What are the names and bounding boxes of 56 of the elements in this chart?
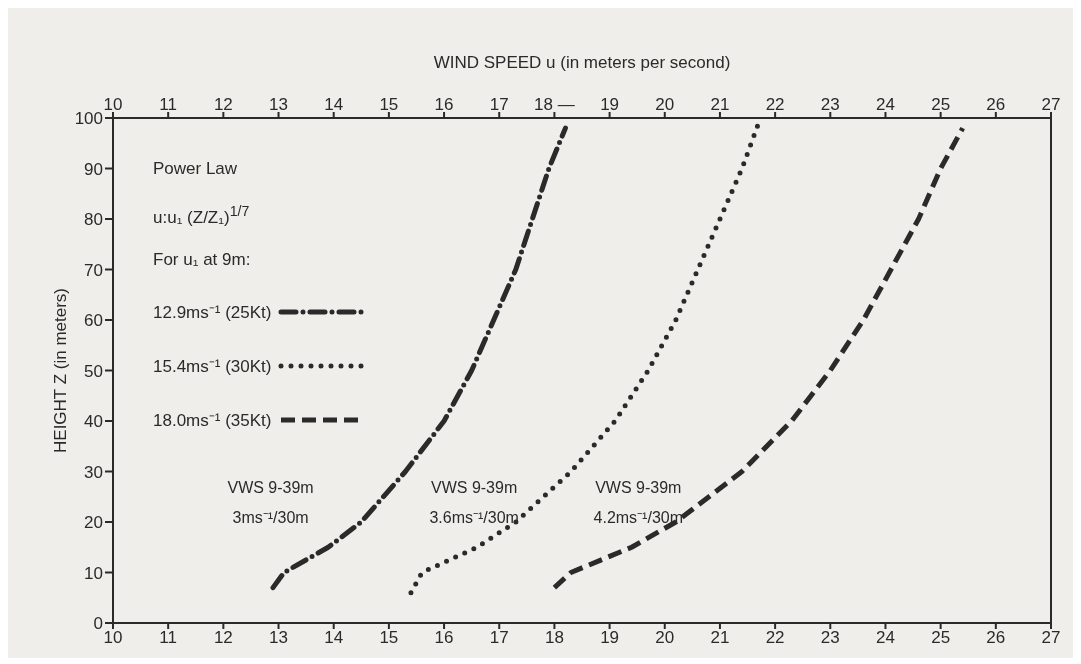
- x2-tick-label: 16: [434, 95, 454, 114]
- x-tick-label: 22: [765, 628, 785, 648]
- y-tick-label: 10: [84, 563, 103, 583]
- y-tick-label: 70: [84, 260, 103, 280]
- x2-tick-label: 21: [710, 95, 730, 114]
- y-tick-label: 60: [84, 311, 103, 331]
- y-tick-label: 100: [74, 109, 103, 129]
- x2-tick-label: 12: [213, 95, 233, 114]
- y-tick-label: 50: [84, 361, 103, 381]
- x-tick-label: 17: [489, 628, 509, 648]
- x-tick-label: 15: [379, 628, 399, 648]
- x-tick-label: 18: [544, 628, 564, 648]
- x-tick-label: 20: [655, 628, 675, 648]
- x-tick-label: 26: [986, 628, 1006, 648]
- y-tick-label: 80: [84, 210, 103, 230]
- annotation: VWS 9-39m 4.2ms⁻¹/30m: [593, 477, 683, 528]
- x2-tick-label: 26: [986, 95, 1006, 114]
- y-tick-label: 30: [84, 462, 103, 482]
- x-tick-label: 10: [103, 628, 123, 648]
- x2-tick-label: 13: [269, 95, 288, 114]
- x2-tick-label: 27: [1041, 95, 1061, 114]
- x2-tick-label: 20: [655, 95, 675, 114]
- x-tick-label: 13: [269, 628, 288, 648]
- y-tick-label: 90: [84, 159, 103, 179]
- x-tick-label: 27: [1041, 628, 1061, 648]
- text: Power Law u:u₁ (Z/Z₁)$^{1/7}$ For u₁ at 9m:: [153, 159, 251, 269]
- x2-tick-label: 22: [765, 95, 785, 114]
- x2-tick-label: 23: [820, 95, 840, 114]
- x-tick-label: 25: [931, 628, 951, 648]
- x2-axis-title: WIND SPEED u (in meters per second): [433, 53, 731, 72]
- legend-label: 15.4ms⁻¹ (30Kt): [153, 356, 272, 378]
- x-tick-label: 21: [710, 628, 730, 648]
- x-tick-label: 14: [324, 628, 344, 648]
- legend-label: 12.9ms⁻¹ (25Kt): [153, 302, 272, 324]
- x2-tick-label: 10: [103, 95, 123, 114]
- x2-tick-label: 17: [489, 95, 509, 114]
- annotation: VWS 9-39m 3ms⁻¹/30m: [227, 477, 314, 528]
- x2-tick-label: 19: [600, 95, 620, 114]
- legend-label: 18.0ms⁻¹ (35Kt): [153, 410, 272, 432]
- x-tick-label: 16: [434, 628, 454, 648]
- x-tick-label: 19: [600, 628, 620, 648]
- x-tick-label: 24: [876, 628, 895, 648]
- x-tick-label: 23: [820, 628, 840, 648]
- annotation: VWS 9-39m 3.6ms⁻¹/30m: [429, 477, 519, 528]
- x2-tick-label: 25: [931, 95, 951, 114]
- x2-tick-label: 15: [379, 95, 399, 114]
- y-tick-label: 0: [93, 614, 103, 634]
- x-tick-label: 12: [213, 628, 233, 648]
- x2-tick-label: 14: [324, 95, 344, 114]
- x-tick-label: 11: [159, 628, 177, 648]
- y-axis-title: HEIGHT Z (in meters): [51, 288, 71, 453]
- y-tick-label: 40: [84, 412, 103, 432]
- y-tick-label: 20: [84, 513, 103, 533]
- x2-tick-label: 24: [876, 95, 895, 114]
- x2-tick-label: 18 —: [534, 95, 575, 114]
- x2-tick-label: 11: [159, 95, 177, 114]
